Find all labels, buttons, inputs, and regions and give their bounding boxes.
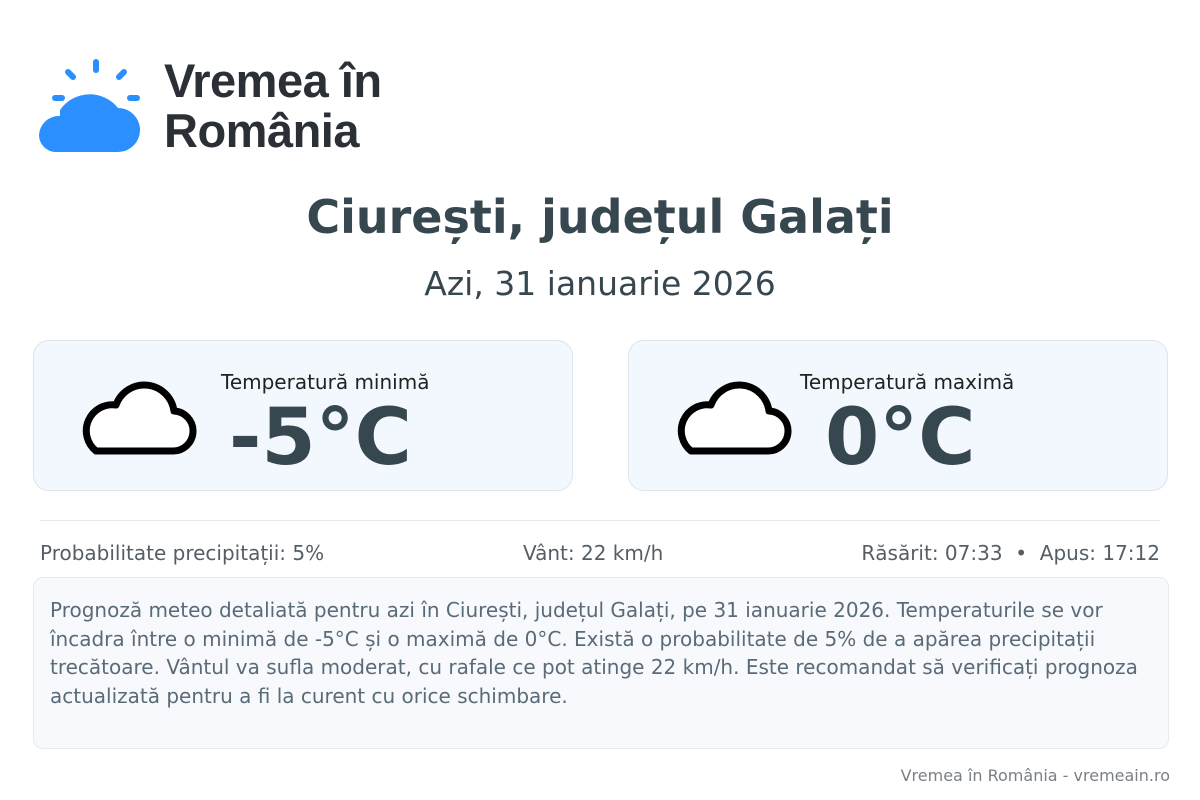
logo[interactable]: Vremea în România: [38, 56, 382, 156]
max-temp-value: 0°C: [825, 393, 976, 483]
forecast-description: Prognoză meteo detaliată pentru azi în C…: [33, 577, 1169, 749]
divider: [40, 520, 1160, 521]
cloud-icon: [677, 381, 792, 455]
precipitation-stat: Probabilitate precipitații: 5%: [40, 541, 325, 565]
brand-line1: Vremea în: [164, 54, 382, 107]
min-temp-card: Temperatură minimă -5°C: [33, 340, 573, 491]
page-title: Ciurești, județul Galați: [306, 190, 894, 244]
brand-line2: România: [164, 104, 359, 157]
max-temp-label: Temperatură maximă: [800, 370, 1015, 394]
sun-cloud-icon: [39, 59, 140, 152]
forecast-date: Azi, 31 ianuarie 2026: [424, 264, 776, 303]
wind-stat: Vânt: 22 km/h: [523, 541, 664, 565]
min-temp-value: -5°C: [229, 393, 412, 483]
max-temp-card: Temperatură maximă 0°C: [628, 340, 1168, 491]
min-temp-label: Temperatură minimă: [221, 370, 430, 394]
footer-credit: Vremea în România - vremeain.ro: [900, 766, 1170, 785]
cloud-icon: [82, 381, 197, 455]
sun-times-stat: Răsărit: 07:33 • Apus: 17:12: [861, 541, 1160, 565]
